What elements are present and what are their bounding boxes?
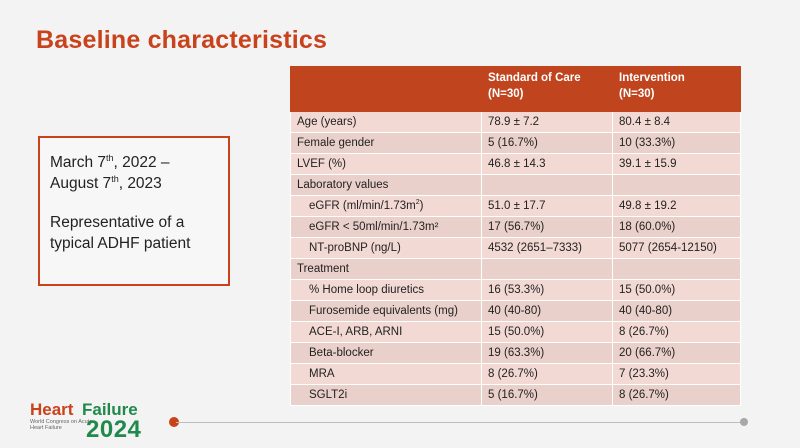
cell-soc: 8 (26.7%) [481,363,613,385]
cell-intervention: 20 (66.7%) [612,342,741,364]
cell-intervention: 18 (60.0%) [612,216,741,238]
cell-intervention: 39.1 ± 15.9 [612,153,741,175]
cell-intervention: 49.8 ± 19.2 [612,195,741,217]
table-row: LVEF (%) 46.8 ± 14.3 39.1 ± 15.9 [290,153,741,175]
cell-soc: 78.9 ± 7.2 [481,111,613,133]
representative-text-line1: Representative of a [50,214,185,231]
cell-intervention: 8 (26.7%) [612,321,741,343]
cell-intervention: 7 (23.3%) [612,363,741,385]
cell-intervention: 10 (33.3%) [612,132,741,154]
study-start-date: March 7th, 2022 – [50,152,170,171]
header-standard-of-care: Standard of Care (N=30) [481,66,613,112]
cell-soc: 17 (56.7%) [481,216,613,238]
cell-soc: 16 (53.3%) [481,279,613,301]
table-row: SGLT2i 5 (16.7%) 8 (26.7%) [290,384,741,406]
cell-intervention: 15 (50.0%) [612,279,741,301]
table-row: eGFR < 50ml/min/1.73m² 17 (56.7%) 18 (60… [290,216,741,238]
row-label: MRA [290,363,482,385]
row-label: NT-proBNP (ng/L) [290,237,482,259]
table-row: % Home loop diuretics 16 (53.3%) 15 (50.… [290,279,741,301]
representative-text-line2: typical ADHF patient [50,235,191,252]
timeline-divider [176,422,742,423]
slide-title: Baseline characteristics [36,26,328,54]
cell-soc [481,174,613,196]
study-period-box: March 7th, 2022 – August 7th, 2023 Repre… [38,136,230,286]
header-label-column [290,66,482,112]
cell-soc: 46.8 ± 14.3 [481,153,613,175]
table-row: Female gender 5 (16.7%) 10 (33.3%) [290,132,741,154]
cell-soc: 51.0 ± 17.7 [481,195,613,217]
cell-intervention [612,174,741,196]
table-row: Furosemide equivalents (mg) 40 (40-80) 4… [290,300,741,322]
cell-intervention: 80.4 ± 8.4 [612,111,741,133]
cell-soc [481,258,613,280]
cell-soc: 5 (16.7%) [481,132,613,154]
row-label: Beta-blocker [290,342,482,364]
row-label: Furosemide equivalents (mg) [290,300,482,322]
logo-year: 2024 [86,416,142,443]
table-header-row: Standard of Care (N=30) Intervention (N=30… [290,66,741,112]
row-label: eGFR (ml/min/1.73m2) [290,195,482,217]
table-row: ACE-I, ARB, ARNI 15 (50.0%) 8 (26.7%) [290,321,741,343]
table-row: MRA 8 (26.7%) 7 (23.3%) [290,363,741,385]
heart-failure-2024-logo: Heart Failure World Congress on Acute He… [26,400,176,444]
header-intervention: Intervention (N=30) [612,66,741,112]
row-label: % Home loop diuretics [290,279,482,301]
cell-intervention: 8 (26.7%) [612,384,741,406]
cell-soc: 19 (63.3%) [481,342,613,364]
cell-intervention [612,258,741,280]
section-label: Treatment [290,258,482,280]
row-label: SGLT2i [290,384,482,406]
row-label: Age (years) [290,111,482,133]
table-section-row: Treatment [290,258,741,280]
cell-soc: 4532 (2651–7333) [481,237,613,259]
row-label: Female gender [290,132,482,154]
timeline-end-dot [740,418,748,426]
baseline-characteristics-table: Standard of Care (N=30) Intervention (N=30… [290,66,741,406]
logo-subtitle: World Congress on Acute Heart Failure [30,419,93,431]
logo-word-failure: Failure [82,400,138,419]
logo-word-heart: Heart [30,400,74,419]
cell-intervention: 40 (40-80) [612,300,741,322]
cell-soc: 15 (50.0%) [481,321,613,343]
study-end-date: August 7th, 2023 [50,173,162,192]
cell-intervention: 5077 (2654-12150) [612,237,741,259]
row-label: LVEF (%) [290,153,482,175]
cell-soc: 40 (40-80) [481,300,613,322]
row-label: ACE-I, ARB, ARNI [290,321,482,343]
cell-soc: 5 (16.7%) [481,384,613,406]
row-label: eGFR < 50ml/min/1.73m² [290,216,482,238]
table-row: NT-proBNP (ng/L) 4532 (2651–7333) 5077 (… [290,237,741,259]
table-section-row: Laboratory values [290,174,741,196]
table-row: Beta-blocker 19 (63.3%) 20 (66.7%) [290,342,741,364]
section-label: Laboratory values [290,174,482,196]
table-row: Age (years) 78.9 ± 7.2 80.4 ± 8.4 [290,111,741,133]
table-row: eGFR (ml/min/1.73m2) 51.0 ± 17.7 49.8 ± … [290,195,741,217]
timeline-start-dot [169,417,179,427]
